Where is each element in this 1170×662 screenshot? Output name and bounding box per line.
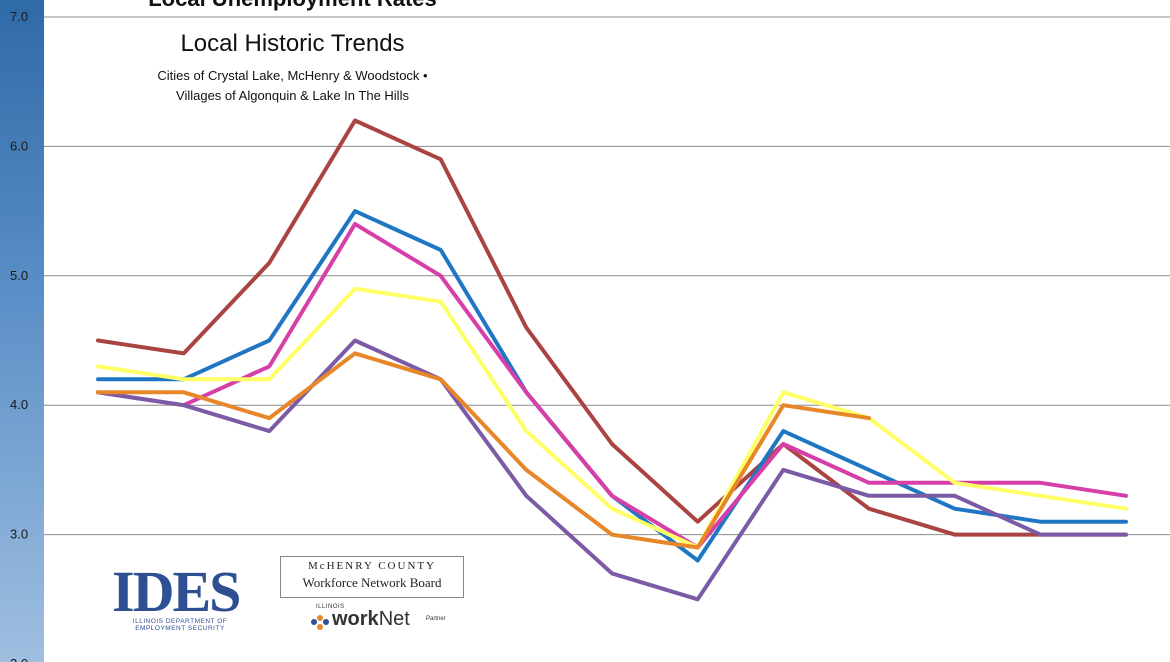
y-tick-label: 5.0 xyxy=(10,268,28,283)
y-tick-label: 3.0 xyxy=(10,527,28,542)
ides-logo-letters: IDES xyxy=(112,559,241,624)
left-band xyxy=(0,0,44,662)
worknet-illinois-label: ILLINOIS xyxy=(316,604,345,610)
mchenry-county-logo: McHENRY COUNTY Workforce Network Board xyxy=(280,556,464,598)
worknet-wordmark: workNet xyxy=(332,608,410,631)
worknet-work-text: work xyxy=(332,608,379,630)
mchenry-county-name: McHENRY COUNTY xyxy=(307,560,437,572)
y-tick-label: 6.0 xyxy=(10,138,28,153)
y-tick-label: 2.0 xyxy=(10,656,28,662)
worknet-dots-icon xyxy=(311,615,329,630)
worknet-partner-label: Partner xyxy=(426,616,446,622)
worknet-logo: ILLINOIS workNet Partner xyxy=(308,602,478,638)
plot-area xyxy=(44,0,1170,662)
ides-logo-subtext: ILLINOIS DEPARTMENT OF EMPLOYMENT SECURI… xyxy=(132,618,228,632)
y-tick-label: 4.0 xyxy=(10,397,28,412)
worknet-net-text: Net xyxy=(378,608,410,630)
y-tick-label: 7.0 xyxy=(10,9,28,24)
series-line-1 xyxy=(96,118,1128,537)
chart-subtitle: Local Historic Trends xyxy=(180,30,405,57)
chart-note-line-2: Villages of Algonquin & Lake In The Hill… xyxy=(176,88,409,103)
ides-logo: IDES ILLINOIS DEPARTMENT OF EMPLOYMENT S… xyxy=(112,559,252,633)
mchenry-board-name: Workforce Network Board xyxy=(302,575,442,590)
chart-title: Local Unemployment Rates xyxy=(0,0,585,12)
series-line-3 xyxy=(96,222,1128,550)
series-line-6 xyxy=(96,351,871,550)
series-line-4 xyxy=(96,286,1128,550)
chart-note-line-1: Cities of Crystal Lake, McHenry & Woodst… xyxy=(157,68,428,83)
series-line-5 xyxy=(96,338,1128,602)
